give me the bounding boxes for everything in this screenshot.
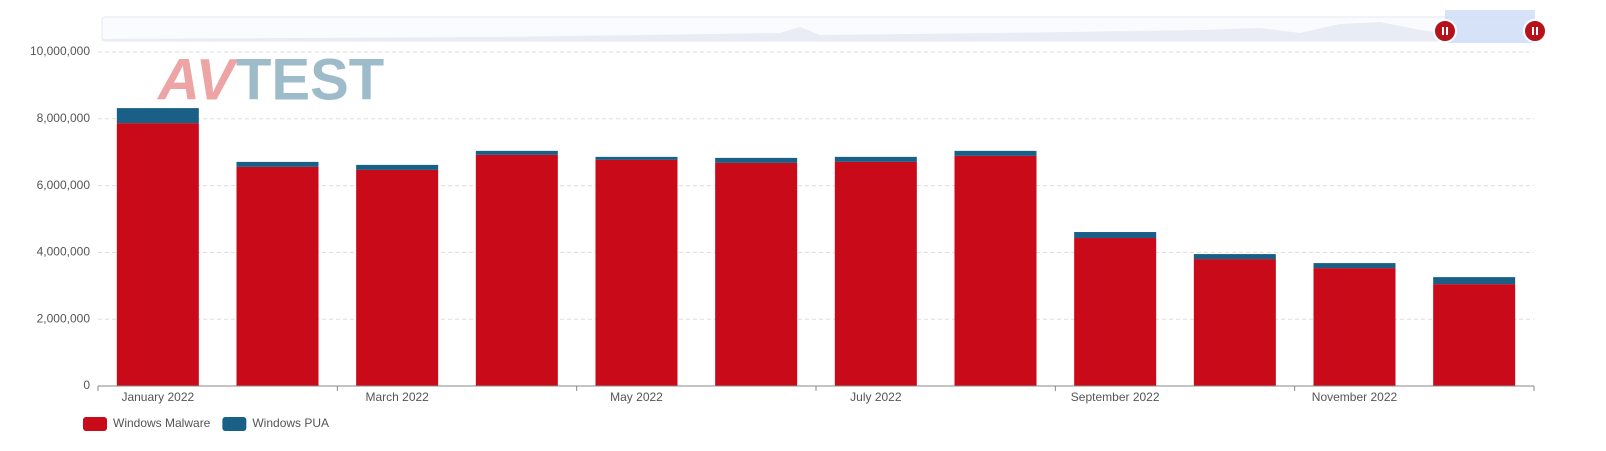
y-tick-label: 8,000,000 <box>37 111 91 125</box>
slider-preview <box>102 22 1445 41</box>
handle-grip <box>1532 27 1534 35</box>
bar-segment <box>356 164 439 170</box>
y-tick-label: 6,000,000 <box>37 178 91 192</box>
bar-segment <box>1193 254 1276 260</box>
x-tick-label: May 2022 <box>610 390 663 404</box>
slider-window <box>1445 10 1535 43</box>
bar-segment <box>834 156 917 162</box>
bar-segment <box>1313 268 1396 386</box>
watermark-av: AV <box>156 47 239 112</box>
bar-segment <box>954 155 1037 386</box>
watermark-test: TEST <box>236 47 384 112</box>
bar-segment <box>475 154 558 386</box>
legend-label: Windows PUA <box>252 416 329 430</box>
bar-segment <box>715 157 798 163</box>
bar-segment <box>834 161 917 386</box>
bar-segment <box>1313 263 1396 269</box>
zoom-slider[interactable] <box>101 10 1547 43</box>
y-tick-label: 0 <box>83 378 90 392</box>
watermark: AV TEST <box>156 47 384 112</box>
bar-segment <box>356 169 439 386</box>
y-tick-label: 2,000,000 <box>37 311 91 325</box>
handle-grip <box>1536 27 1538 35</box>
bar-segment <box>116 108 199 124</box>
bar-segment <box>236 161 319 167</box>
legend-swatch <box>83 417 107 431</box>
legend-label: Windows Malware <box>113 416 211 430</box>
bar-segment <box>595 159 678 386</box>
y-tick-label: 10,000,000 <box>30 44 90 58</box>
legend-item[interactable]: Windows Malware <box>83 416 211 431</box>
bar-segment <box>715 162 798 386</box>
bar-segment <box>1074 232 1157 239</box>
bar-segment <box>1074 238 1157 386</box>
x-tick-label: September 2022 <box>1071 390 1160 404</box>
x-tick-label: July 2022 <box>850 390 902 404</box>
x-tick-label: March 2022 <box>365 390 429 404</box>
legend-swatch <box>222 417 247 431</box>
slider-handle[interactable] <box>1433 19 1457 43</box>
handle-grip <box>1446 27 1448 35</box>
bar-segment <box>236 166 319 386</box>
bar-segment <box>1433 284 1516 386</box>
bar-segment <box>595 156 678 160</box>
slider-handle[interactable] <box>1523 19 1547 43</box>
bar-segment <box>116 123 199 386</box>
bar-segment <box>1433 277 1516 285</box>
bar-segment <box>954 150 1037 156</box>
bar-segment <box>475 150 558 155</box>
y-tick-label: 4,000,000 <box>37 245 91 259</box>
bar-segment <box>1193 259 1276 386</box>
x-tick-label: November 2022 <box>1312 390 1398 404</box>
legend-item[interactable]: Windows PUA <box>222 416 329 431</box>
handle-grip <box>1442 27 1444 35</box>
x-tick-label: January 2022 <box>121 390 194 404</box>
